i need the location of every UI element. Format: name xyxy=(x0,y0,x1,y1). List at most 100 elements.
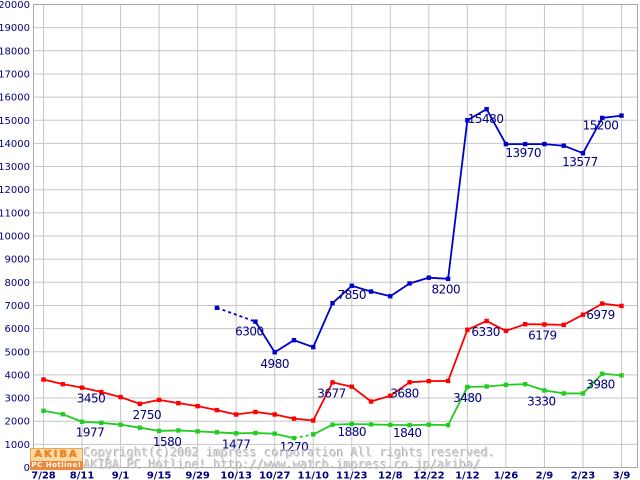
red-series-marker xyxy=(79,385,85,390)
x-tick-label: 12/8 xyxy=(378,471,403,480)
red-series-marker xyxy=(600,301,605,306)
y-tick-label: 17000 xyxy=(0,69,30,80)
copyright-line: Copyright(c)2002 impress corporation All… xyxy=(84,446,496,460)
red-series-marker xyxy=(561,322,566,328)
red-series-segment xyxy=(236,411,256,416)
blue-series-marker xyxy=(619,113,624,118)
red-series-segment xyxy=(255,411,275,416)
y-tick-label: 16000 xyxy=(0,93,30,104)
red-series-segment xyxy=(409,380,429,384)
blue-series-marker xyxy=(311,344,316,350)
red-series-segment xyxy=(486,320,507,332)
green-series-marker xyxy=(118,422,123,427)
x-tick-label: 2/23 xyxy=(571,471,596,480)
green-series-segment xyxy=(216,431,237,435)
blue-series-segment xyxy=(216,306,256,323)
x-tick-label: 10/13 xyxy=(220,471,252,480)
red-series-segment xyxy=(158,399,179,405)
y-tick-label: 7000 xyxy=(5,301,30,312)
point-value-label: 7850 xyxy=(337,288,366,302)
blue-series-segment xyxy=(544,143,564,147)
red-series-marker xyxy=(484,318,489,324)
blue-series-segment xyxy=(563,144,584,155)
point-value-label: 6300 xyxy=(235,325,264,339)
blue-series-marker xyxy=(253,319,258,324)
blue-series-segment xyxy=(602,114,622,119)
green-series-marker xyxy=(233,431,239,436)
point-value-label: 1880 xyxy=(337,425,366,439)
red-series-marker xyxy=(619,303,624,309)
y-tick-label: 10000 xyxy=(0,232,30,243)
green-series-segment xyxy=(120,423,140,429)
y-tick-label: 12000 xyxy=(0,185,30,196)
red-series-marker xyxy=(330,380,335,385)
point-value-label: 3480 xyxy=(453,391,482,405)
red-series-segment xyxy=(139,399,160,405)
red-series-marker xyxy=(388,393,393,398)
point-value-label: 3450 xyxy=(77,392,106,406)
green-series-marker xyxy=(484,384,489,389)
x-tick-label: 12/22 xyxy=(413,471,445,480)
red-series-marker xyxy=(41,377,46,382)
red-series-marker xyxy=(214,407,220,413)
red-series-marker xyxy=(542,322,547,327)
green-series-segment xyxy=(582,373,603,395)
green-series-marker xyxy=(522,381,528,387)
red-series-marker xyxy=(311,418,316,423)
y-tick-label: 1000 xyxy=(5,440,30,451)
url-line: AKIBA PC Hotline! http://www.watch.impre… xyxy=(84,458,482,472)
blue-series-marker xyxy=(445,276,451,282)
green-series-marker xyxy=(407,422,412,428)
point-value-label: 1477 xyxy=(222,437,251,451)
point-value-label: 13577 xyxy=(562,155,598,169)
green-series-segment xyxy=(505,383,526,386)
green-series-marker xyxy=(445,422,451,428)
blue-series-marker xyxy=(426,275,432,280)
point-value-label: 1580 xyxy=(153,435,182,449)
y-tick-label: 14000 xyxy=(0,139,30,150)
red-series-marker xyxy=(118,394,123,400)
red-series-marker xyxy=(253,409,258,415)
blue-series-marker xyxy=(330,300,335,306)
red-series-segment xyxy=(43,378,63,386)
blue-series-marker xyxy=(214,305,220,310)
blue-series-marker xyxy=(542,141,547,147)
red-series-segment xyxy=(178,402,198,408)
red-series-segment xyxy=(447,329,469,382)
x-tick-label: 9/15 xyxy=(147,471,172,480)
green-series-marker xyxy=(41,408,46,413)
green-series-marker xyxy=(580,391,586,396)
green-series-marker xyxy=(465,384,470,390)
blue-series-marker xyxy=(291,337,297,343)
red-series-marker xyxy=(426,378,432,384)
red-series-segment xyxy=(582,302,603,316)
green-series-marker xyxy=(426,422,432,427)
akiba-logo: AKIBA PC Hotline! xyxy=(30,448,83,470)
point-value-label: 1840 xyxy=(393,426,422,440)
green-series-marker xyxy=(368,422,374,427)
green-series-segment xyxy=(81,420,102,424)
red-series-marker xyxy=(503,328,509,334)
red-series-segment xyxy=(293,417,314,422)
blue-series-marker xyxy=(368,289,374,294)
blue-series-segment xyxy=(370,290,391,298)
y-tick-label: 13000 xyxy=(0,162,30,173)
blue-series-segment xyxy=(428,276,449,280)
point-value-label: 6979 xyxy=(586,308,615,322)
red-series-segment xyxy=(563,313,584,326)
point-value-label: 1977 xyxy=(76,426,105,440)
green-series-marker xyxy=(388,422,393,428)
blue-series-segment xyxy=(447,120,469,279)
point-value-label: 3980 xyxy=(586,377,615,391)
pc-hotline-logo-text: PC Hotline! xyxy=(30,461,83,470)
green-series-marker xyxy=(272,431,277,436)
red-series-marker xyxy=(465,327,470,332)
green-series-marker xyxy=(291,435,297,441)
green-series-marker xyxy=(600,371,605,376)
x-tick-label: 7/28 xyxy=(31,471,56,480)
plot-border xyxy=(33,4,638,468)
point-value-label: 2750 xyxy=(133,408,162,422)
point-value-label: 13970 xyxy=(505,146,541,160)
x-tick-label: 1/12 xyxy=(455,471,480,480)
